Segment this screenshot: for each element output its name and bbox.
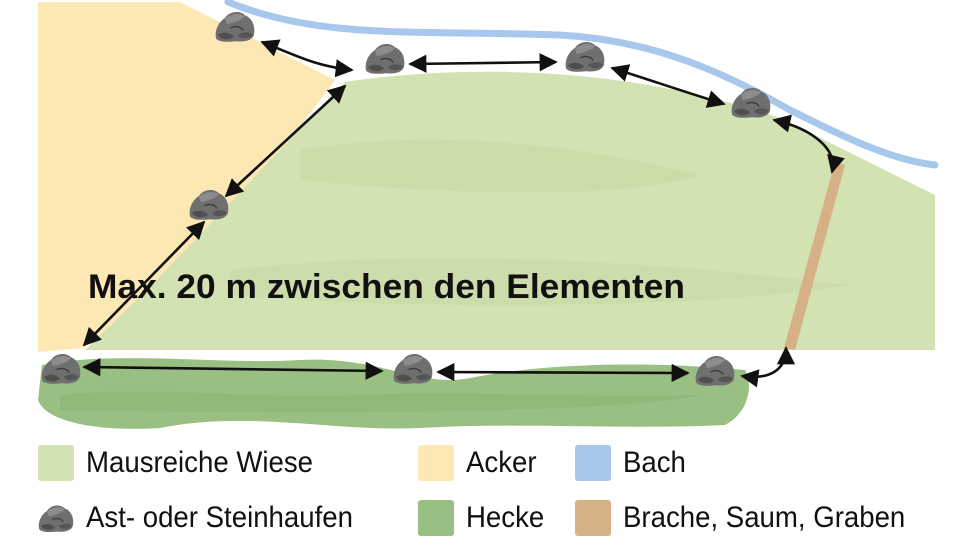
arrow	[224, 84, 347, 198]
legend-label-wiese: Mausreiche Wiese	[86, 446, 314, 479]
arrow	[82, 220, 206, 347]
hecke-texture	[60, 391, 700, 413]
legend-swatch-acker	[418, 445, 454, 481]
stone-heap-icon	[40, 353, 82, 385]
arrow	[260, 39, 354, 78]
legend-swatch-hecke	[418, 500, 454, 536]
legend-label-brache: Brache, Saum, Graben	[623, 501, 906, 534]
legend-label-haufen: Ast- oder Steinhaufen	[86, 501, 353, 534]
stone-heap-icon	[392, 353, 434, 385]
legend-label-acker: Acker	[466, 446, 537, 479]
arrow	[610, 64, 726, 108]
legend-label-bach: Bach	[623, 446, 686, 479]
stone-heap-icon	[694, 355, 736, 387]
stone-heap-icon	[364, 43, 406, 75]
arrow	[436, 362, 690, 383]
legend-label-hecke: Hecke	[466, 501, 545, 534]
stone-heap-icon	[38, 504, 74, 533]
distance-arrows	[82, 39, 845, 388]
wiese-texture	[300, 139, 700, 193]
arrow	[408, 53, 558, 73]
bach-stream	[224, 0, 939, 169]
arrow	[740, 346, 796, 388]
legend-swatch-wiese	[38, 445, 74, 481]
legend-swatch-bach	[575, 445, 611, 481]
legend-swatch-brache	[575, 500, 611, 536]
arrow	[772, 114, 845, 174]
wiese-texture-2	[230, 258, 850, 306]
stone-heap-icon	[564, 41, 606, 73]
brache-strip	[784, 162, 845, 350]
stone-heap-icon	[214, 11, 256, 43]
arrow	[82, 358, 384, 380]
headline: Max. 20 m zwischen den Elementen	[88, 268, 685, 306]
habitat-map: Max. 20 m zwischen den Elementen	[38, 0, 939, 429]
